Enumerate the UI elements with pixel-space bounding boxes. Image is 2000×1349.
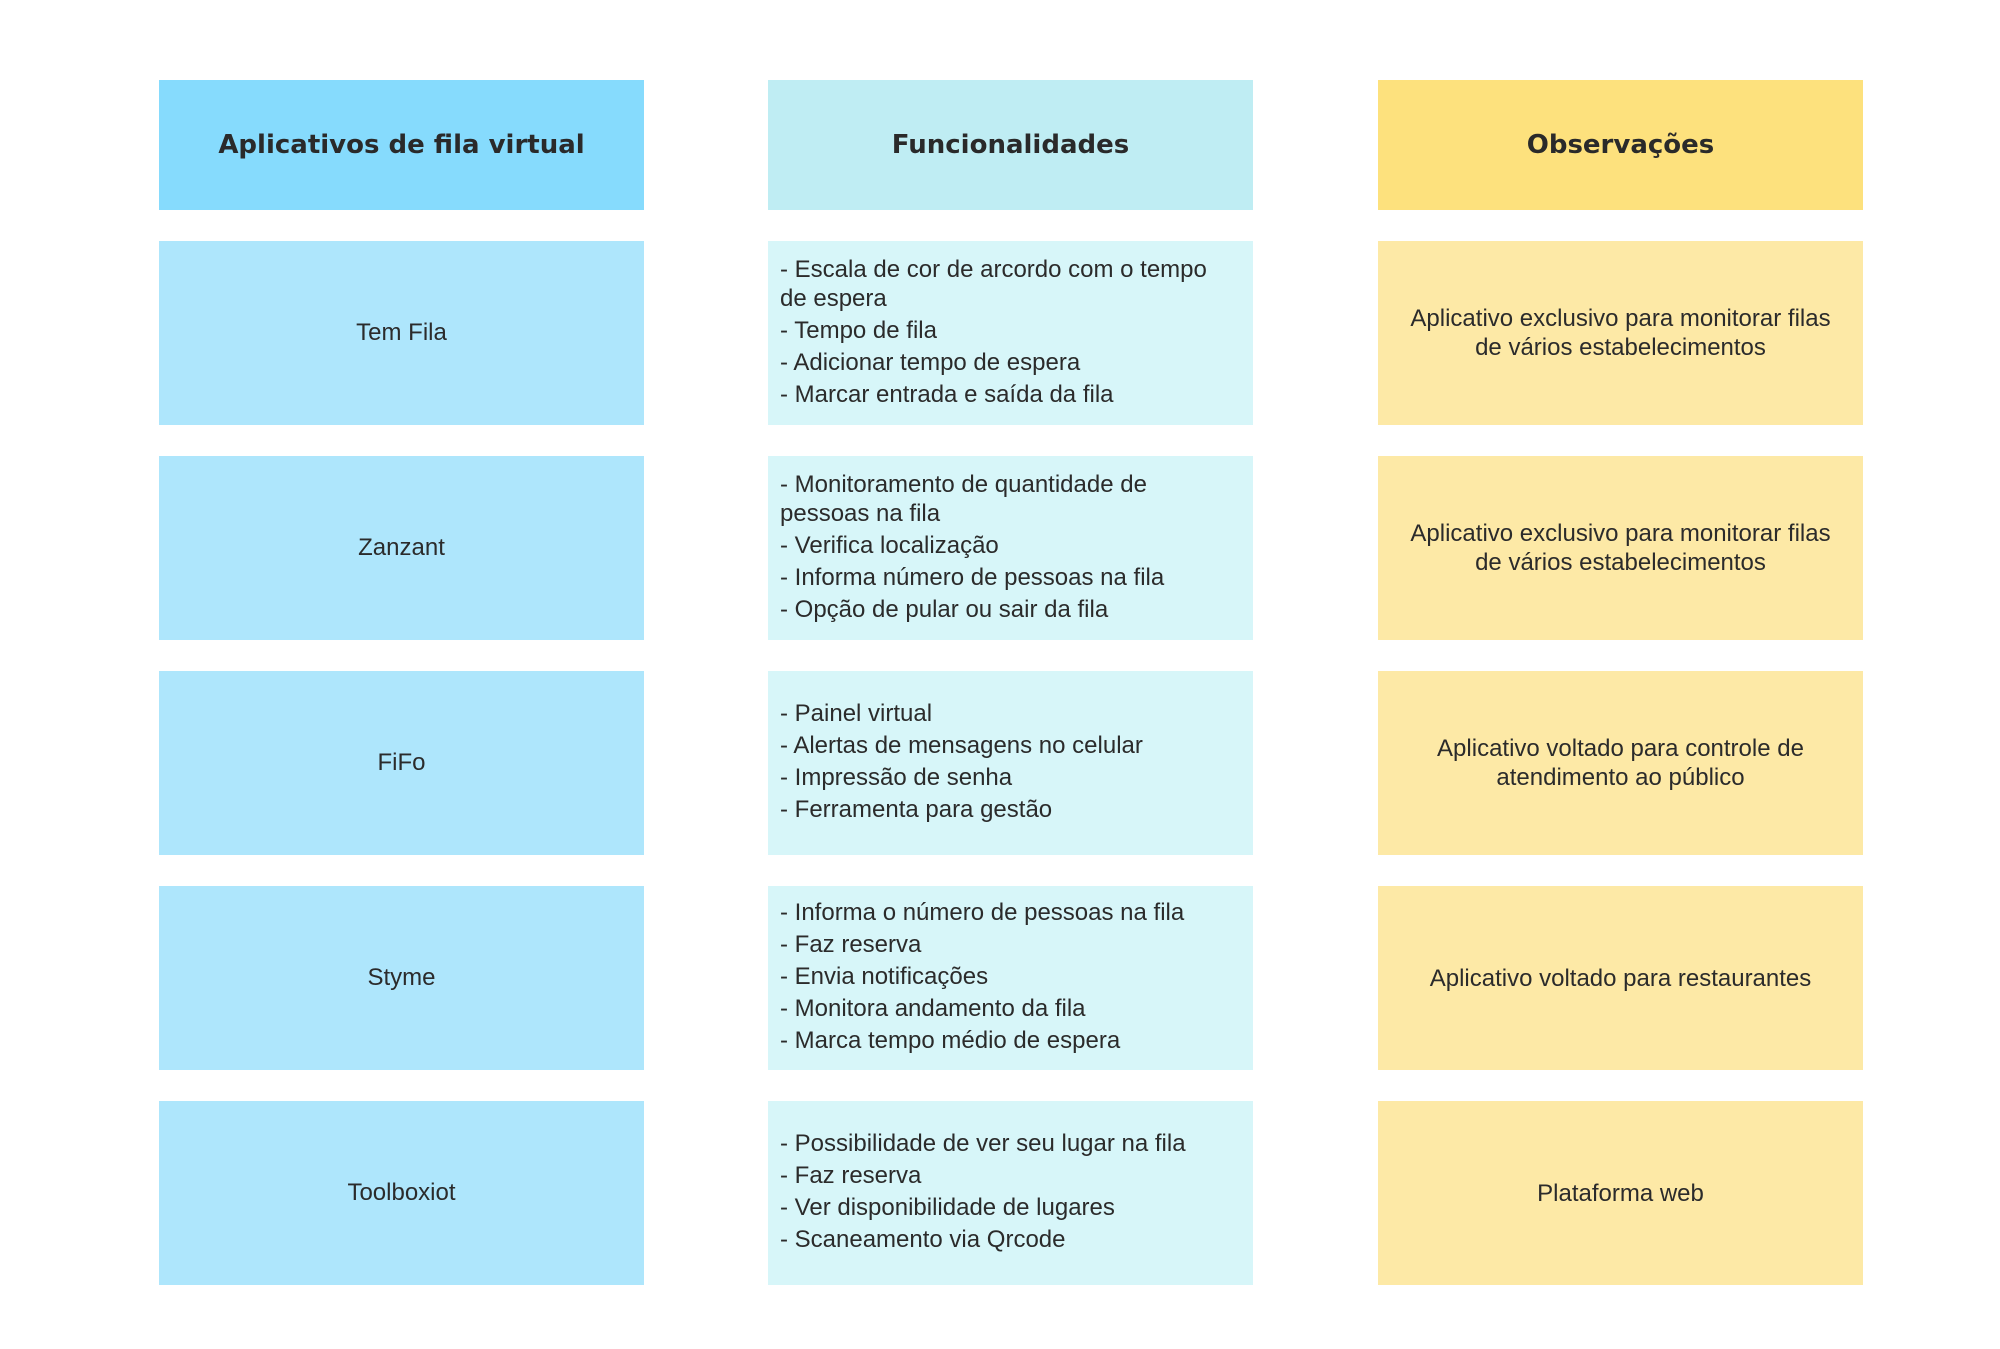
notes-header-label: Observações: [1526, 130, 1715, 160]
note-card: Aplicativo exclusivo para monitorar fila…: [1378, 241, 1863, 425]
function-item: - Ferramenta para gestão: [780, 796, 1053, 823]
functions-header-label: Funcionalidades: [891, 130, 1130, 160]
note-text: Aplicativo exclusivo para monitorar fila…: [1410, 305, 1831, 361]
note-text: Aplicativo voltado para restaurantes: [1429, 964, 1812, 992]
function-item: - Informa o número de pessoas na fila: [780, 899, 1185, 926]
apps-header-label: Aplicativos de fila virtual: [218, 130, 585, 160]
app-card: Toolboxiot: [159, 1101, 644, 1285]
functions-list: - Possibilidade de ver seu lugar na fila…: [780, 1129, 1186, 1257]
apps-header: Aplicativos de fila virtual: [159, 80, 644, 210]
function-item: - Faz reserva: [780, 931, 922, 958]
function-item: - Impressão de senha: [780, 764, 1013, 791]
note-card: Aplicativo voltado para controle de aten…: [1378, 671, 1863, 855]
function-item: - Tempo de fila: [780, 316, 937, 344]
functions-card: - Possibilidade de ver seu lugar na fila…: [768, 1101, 1253, 1285]
app-name: Styme: [367, 964, 436, 991]
note-card: Plataforma web: [1378, 1101, 1863, 1285]
function-item: - Possibilidade de ver seu lugar na fila: [780, 1130, 1186, 1157]
functions-list: - Painel virtual - Alertas de mensagens …: [780, 699, 1143, 827]
functions-header: Funcionalidades: [768, 80, 1253, 210]
function-item: - Marcar entrada e saída da fila: [780, 380, 1114, 408]
function-item: - Verifica localização: [780, 531, 999, 559]
note-card: Aplicativo voltado para restaurantes: [1378, 886, 1863, 1070]
note-text: Aplicativo exclusivo para monitorar fila…: [1410, 520, 1831, 576]
functions-card: - Escala de cor de arcordo com o tempo d…: [768, 241, 1253, 425]
note-text: Aplicativo voltado para controle de aten…: [1437, 735, 1804, 791]
app-name: Toolboxiot: [347, 1179, 456, 1206]
function-item: - Faz reserva: [780, 1162, 922, 1189]
app-card: FiFo: [159, 671, 644, 855]
function-item: - Escala de cor de arcordo com o tempo d…: [780, 255, 1207, 312]
functions-card: - Painel virtual - Alertas de mensagens …: [768, 671, 1253, 855]
app-name: FiFo: [377, 749, 426, 776]
function-item: - Alertas de mensagens no celular: [780, 732, 1143, 759]
function-item: - Marca tempo médio de espera: [780, 1027, 1121, 1054]
function-item: - Adicionar tempo de espera: [780, 348, 1081, 376]
functions-list: - Escala de cor de arcordo com o tempo d…: [780, 255, 1233, 412]
functions-card: - Informa o número de pessoas na fila - …: [768, 886, 1253, 1070]
app-card: Zanzant: [159, 456, 644, 640]
function-item: - Ver disponibilidade de lugares: [780, 1194, 1115, 1221]
function-item: - Monitoramento de quantidade de pessoas…: [780, 470, 1147, 527]
functions-card: - Monitoramento de quantidade de pessoas…: [768, 456, 1253, 640]
functions-list: - Informa o número de pessoas na fila - …: [780, 898, 1184, 1058]
notes-header: Observações: [1378, 80, 1863, 210]
app-card: Styme: [159, 886, 644, 1070]
function-item: - Opção de pular ou sair da fila: [780, 595, 1109, 623]
function-item: - Monitora andamento da fila: [780, 995, 1086, 1022]
note-text: Plataforma web: [1537, 1179, 1704, 1207]
app-name: Tem Fila: [356, 319, 447, 346]
functions-list: - Monitoramento de quantidade de pessoas…: [780, 470, 1233, 627]
note-card: Aplicativo exclusivo para monitorar fila…: [1378, 456, 1863, 640]
function-item: - Scaneamento via Qrcode: [780, 1226, 1066, 1253]
function-item: - Painel virtual: [780, 700, 933, 727]
function-item: - Informa número de pessoas na fila: [780, 563, 1165, 591]
app-name: Zanzant: [358, 534, 445, 561]
app-card: Tem Fila: [159, 241, 644, 425]
function-item: - Envia notificações: [780, 963, 989, 990]
